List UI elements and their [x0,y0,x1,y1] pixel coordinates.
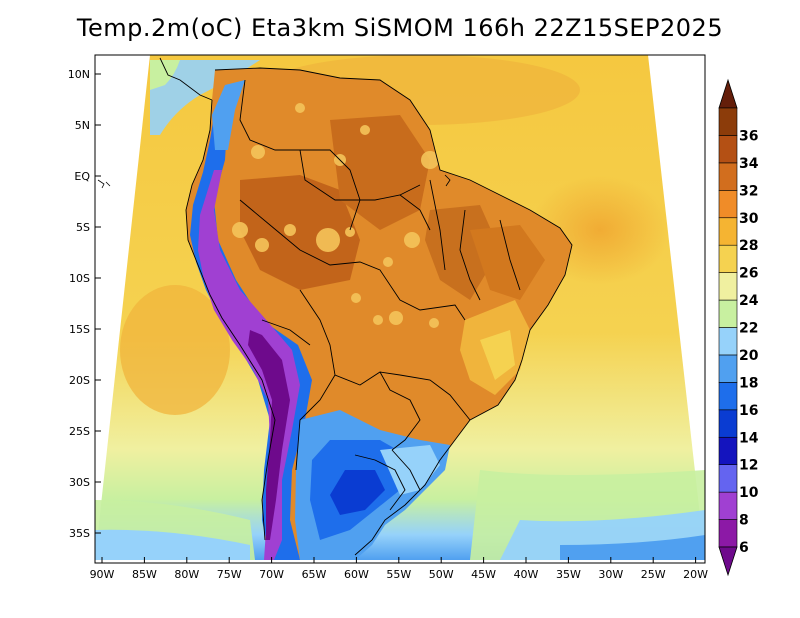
colorbar-label: 26 [739,266,758,282]
colorbar-label: 16 [739,403,758,419]
lat-label: 5N [75,119,90,132]
colorbar-label: 32 [739,183,758,199]
colorbar-label: 10 [739,485,759,501]
lon-label: 60W [344,568,369,581]
lon-label: 75W [217,568,242,581]
colorbar-label: 8 [739,513,749,529]
colorbar-swatch [718,107,738,136]
colorbar-label: 18 [739,375,758,391]
colorbar-swatch [718,491,738,520]
colorbar-swatch [718,327,738,356]
colorbar-swatch [718,190,738,219]
colorbar-swatch [718,409,738,438]
lon-label: 35W [556,568,581,581]
colorbar-label: 22 [739,321,758,337]
colorbar-swatch [718,244,738,273]
lon-label: 70W [259,568,284,581]
colorbar-swatch [718,272,738,301]
colorbar-swatch [718,464,738,493]
lon-label: 45W [471,568,496,581]
map-domain [95,55,705,560]
colorbar-label: 20 [739,348,759,364]
colorbar-label: 36 [739,128,758,144]
lat-label: 15S [69,323,90,336]
colorbar-label: 34 [739,156,759,172]
colorbar-bottom-arrow [718,546,738,577]
colorbar-label: 24 [739,293,759,309]
lat-label: 30S [69,476,90,489]
lat-label: 25S [69,425,90,438]
colorbar-swatch [718,299,738,328]
lon-label: 50W [429,568,454,581]
lat-label: 35S [69,527,90,540]
lon-label: 80W [174,568,199,581]
colorbar-label: 28 [739,238,758,254]
lon-label: 25W [641,568,666,581]
map-frame [94,54,706,564]
colorbar-swatch [718,436,738,465]
colorbar-label: 14 [739,430,759,446]
lat-label: EQ [74,170,90,183]
lat-label: 10N [68,68,90,81]
hot-spot-blobs [232,103,439,328]
lat-label: 20S [69,374,90,387]
lon-label: 85W [132,568,157,581]
lon-label: 30W [598,568,623,581]
colorbar-label: 12 [739,458,758,474]
lat-label: 5S [76,221,90,234]
lon-label: 90W [90,568,115,581]
pacific-warm-area [120,285,230,415]
lat-label: 10S [69,272,90,285]
map-title: Temp.2m(oC) Eta3km SiSMOM 166h 22Z15SEP2… [76,14,724,42]
colorbar-swatch [718,135,738,164]
lon-label: 40W [514,568,539,581]
lon-label: 20W [683,568,708,581]
colorbar: 6 8 10 12 14 16 18 20 22 24 26 28 30 32 34 36 [718,78,759,577]
colorbar-swatch [718,217,738,246]
borders [159,57,573,556]
colorbar-label: 30 [739,211,759,227]
colorbar-top-arrow [718,78,738,109]
colorbar-label: 6 [739,540,749,556]
lon-label: 55W [386,568,411,581]
latitude-axis: 10N 5N EQ 5S 10S 15S 20S 25S 30S 35S [68,68,101,540]
lon-label: 65W [302,568,327,581]
colorbar-swatch [718,354,738,383]
longitude-axis: 90W 85W 80W 75W 70W 65W 60W 55W 50W 45W 40W 35W 30W 2… [90,557,708,581]
colorbar-swatch [718,519,738,548]
colorbar-swatch [718,162,738,191]
colorbar-swatch [718,382,738,411]
